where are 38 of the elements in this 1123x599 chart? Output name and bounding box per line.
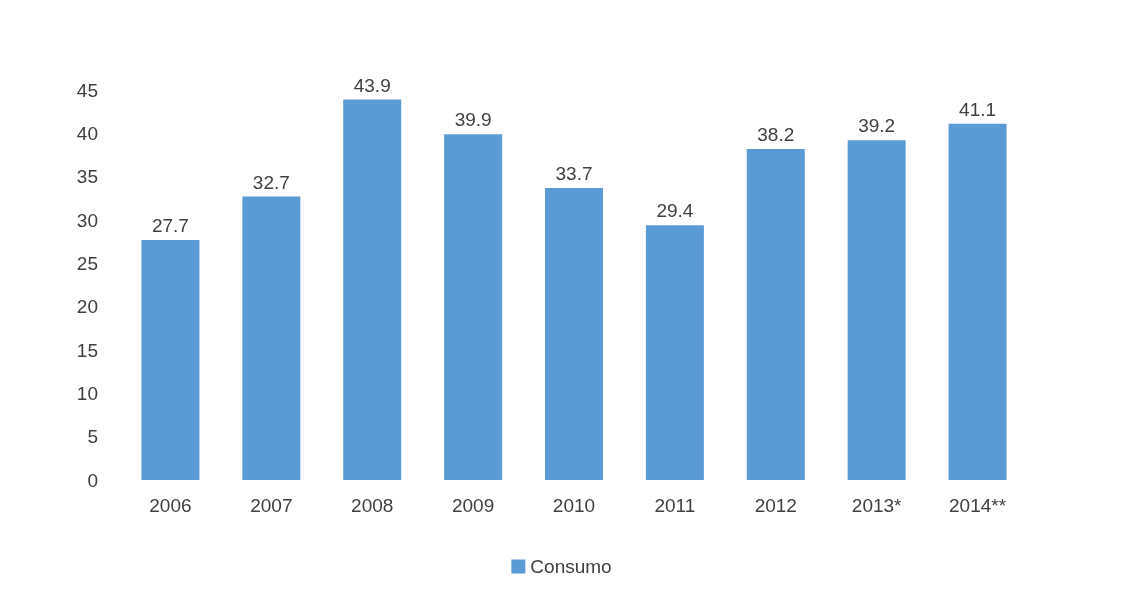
x-tick-label: 2008 — [351, 495, 394, 516]
data-label: 27.7 — [151, 214, 189, 236]
data-label: 33.7 — [555, 162, 593, 184]
data-label: 32.7 — [252, 171, 290, 193]
x-tick-label: 2013* — [851, 495, 903, 516]
x-tick-label: 2006 — [149, 495, 192, 516]
y-tick-label: 5 — [87, 426, 98, 448]
y-tick-label: 20 — [76, 296, 98, 318]
legend-label: Consumo — [530, 556, 612, 577]
x-tick-label: 2007 — [250, 495, 293, 516]
bar — [847, 140, 906, 480]
y-tick-label: 0 — [87, 469, 98, 491]
bar — [948, 123, 1007, 480]
bar — [242, 196, 301, 480]
bar — [545, 187, 603, 480]
bar — [746, 148, 805, 480]
data-label: 43.9 — [353, 74, 391, 96]
y-tick-label: 40 — [76, 122, 98, 144]
data-label: 29.4 — [656, 200, 694, 222]
y-tick-label: 45 — [76, 79, 98, 101]
data-label: 41.1 — [959, 98, 997, 120]
y-tick-label: 30 — [76, 209, 98, 231]
y-tick-label: 35 — [76, 166, 98, 188]
x-tick-label: 2012 — [754, 495, 797, 516]
bar — [645, 225, 704, 480]
y-tick-label: 25 — [76, 252, 98, 274]
bar — [141, 239, 200, 480]
data-label: 39.2 — [858, 115, 896, 137]
bar — [343, 99, 402, 480]
data-label: 38.2 — [757, 123, 795, 145]
x-tick-label: 2010 — [552, 495, 596, 516]
data-label: 39.9 — [454, 109, 492, 131]
y-tick-label: 15 — [76, 339, 98, 361]
x-tick-label: 2009 — [451, 495, 495, 516]
y-tick-label: 10 — [76, 382, 98, 404]
x-tick-label: 2011 — [654, 495, 696, 516]
x-tick-label: 2014** — [949, 495, 1007, 516]
bar — [444, 134, 503, 480]
